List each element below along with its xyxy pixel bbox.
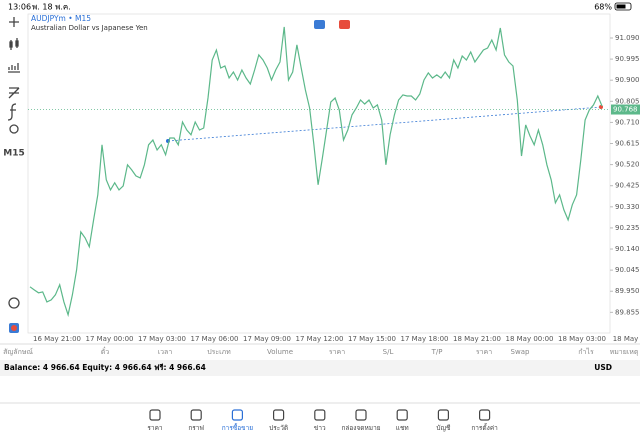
x-tick-label: 18 May 06:0 [613,335,640,343]
status-date: พ. 18 พ.ค. [32,3,71,12]
tab-icon[interactable] [479,409,491,421]
tab-label[interactable]: กล่องจดหมาย [341,424,380,432]
y-tick-label: 90.900 [615,76,640,84]
tab-icon[interactable] [314,409,326,421]
x-tick-label: 16 May 21:00 [33,335,81,343]
account-currency: USD [594,363,612,372]
function-icon[interactable] [7,103,17,121]
chart-frame [27,13,611,334]
crosshair-icon[interactable] [9,17,19,27]
indicators-icon[interactable] [8,63,20,73]
y-tick-label: 90.045 [615,266,640,274]
timeframe[interactable]: M15 [3,149,24,159]
bars-icon[interactable] [9,38,19,50]
current-price-box [611,104,640,115]
tab-label[interactable]: การซื้อขาย [222,423,253,432]
tab-label[interactable]: การตั้งค่า [471,423,498,432]
tab-label[interactable]: บัญชี [436,424,451,432]
account-summary: Balance: 4 966.64 Equity: 4 966.64 ฟรี: … [4,363,206,372]
trade-icon[interactable] [8,297,20,309]
x-tick-label: 17 May 15:00 [348,335,396,343]
column-header[interactable]: Volume [267,348,293,356]
x-tick-label: 18 May 03:00 [558,335,606,343]
column-header[interactable]: ราคา [329,348,345,356]
one-click-dot [11,325,17,331]
buy-button[interactable] [339,20,350,29]
status-battery: 68% [594,3,612,12]
y-tick-label: 90.615 [615,140,640,148]
tab-icon[interactable] [396,409,408,421]
tab-label[interactable]: ข่าว [314,424,326,432]
y-tick-label: 89.950 [615,287,640,295]
column-header[interactable]: ตั๋ว [101,347,110,356]
column-header[interactable]: S/L [383,348,394,356]
column-header[interactable]: Swap [511,348,530,356]
tab-label[interactable]: กราฟ [188,424,204,432]
y-tick-label: 89.855 [615,308,640,316]
column-header[interactable]: เวลา [158,348,173,356]
current-price-label: 90.768 [613,106,638,114]
table-header: สัญลักษณ์ ตั๋ว เวลา ประเภท Volume ราคา S/L T/P ร… [3,347,639,356]
column-header[interactable]: T/P [431,348,443,356]
y-tick-label: 91.090 [615,34,640,42]
column-header[interactable]: สัญลักษณ์ [3,348,33,356]
y-tick-label: 90.330 [615,203,640,211]
tab-icon[interactable] [273,409,285,421]
y-tick-label: 90.140 [615,245,640,253]
x-tick-label: 17 May 06:00 [190,335,238,343]
sell-button[interactable] [314,20,325,29]
tab-icon[interactable] [355,409,367,421]
column-header[interactable]: หมายเหตุ [610,348,639,356]
price-chart: 91.090 90.995 90.900 90.805 90.710 90.615 90.5… [28,26,640,343]
chart-symbol: AUDJPYm • M15 [31,14,91,23]
shapes-icon[interactable] [9,124,19,134]
x-tick-label: 17 May 00:00 [85,335,133,343]
y-tick-label: 90.235 [615,224,640,232]
tab-icon[interactable] [190,409,202,421]
objects-icon[interactable] [8,87,20,99]
battery-level [616,4,626,9]
trend-line[interactable] [167,106,602,142]
y-tick-label: 90.710 [615,118,640,126]
price-line [29,26,603,318]
balance-row [0,360,640,376]
column-header[interactable]: ประเภท [207,348,231,356]
tab-bar: ราคา กราฟ การซื้อขาย ประวัติ ข่าว กล่องจดหมาย… [147,409,498,432]
column-header[interactable]: กำไร [578,347,594,356]
x-tick-label: 17 May 18:00 [400,335,448,343]
tab-icon[interactable] [437,409,449,421]
x-tick-label: 18 May 00:00 [505,335,553,343]
column-header[interactable]: ราคา [476,348,492,356]
y-tick-label: 90.425 [615,182,640,190]
left-toolbar: M15 [3,17,25,333]
chart-description: Australian Dollar vs Japanese Yen [31,24,148,32]
x-tick-label: 18 May 21:00 [453,335,501,343]
status-time: 13:06 [8,3,31,12]
y-tick-label: 90.995 [615,55,640,63]
x-tick-label: 17 May 09:00 [243,335,291,343]
tab-icon[interactable] [149,409,161,421]
battery-icon [614,2,632,11]
tab-label[interactable]: ประวัติ [269,424,288,432]
tab-label[interactable]: ราคา [147,424,162,432]
y-tick-label: 90.805 [615,97,640,105]
x-tick-label: 17 May 12:00 [295,335,343,343]
tab-label[interactable]: แชท [396,424,409,432]
tab-icon[interactable] [231,409,243,421]
y-tick-label: 90.520 [615,161,640,169]
x-tick-label: 17 May 03:00 [138,335,186,343]
